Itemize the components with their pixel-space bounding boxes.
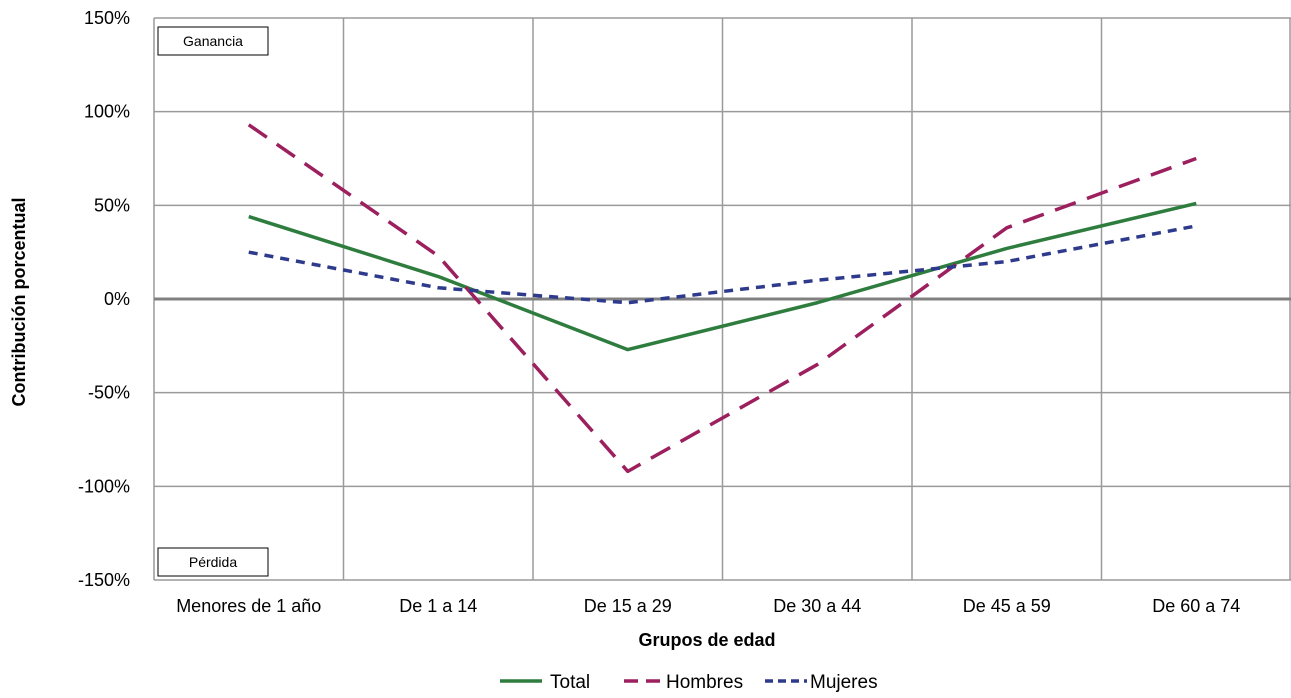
x-axis-ticks: Menores de 1 año De 1 a 14 De 15 a 29 De 30… (176, 596, 1240, 616)
y-axis-title: Contribución porcentual (9, 198, 29, 407)
legend-label-hombres: Hombres (666, 672, 743, 693)
y-tick-label: 0% (104, 289, 130, 309)
loss-annotation: Pérdida (157, 547, 269, 577)
loss-label: Pérdida (189, 554, 237, 570)
legend-label-total: Total (550, 672, 590, 693)
y-tick-label: -100% (78, 476, 130, 496)
legend: Total Hombres Mujeres (500, 672, 878, 693)
grid (153, 17, 1291, 581)
y-tick-label: 100% (84, 102, 130, 122)
x-tick-label: De 1 a 14 (399, 596, 477, 616)
y-axis-ticks: 150% 100% 50% 0% -50% -100% -150% (78, 8, 130, 590)
y-tick-label: 150% (84, 8, 130, 28)
legend-label-mujeres: Mujeres (810, 672, 878, 693)
x-tick-label: Menores de 1 año (176, 596, 321, 616)
y-tick-label: -150% (78, 570, 130, 590)
x-axis-title: Grupos de edad (638, 630, 775, 650)
x-tick-label: De 45 a 59 (963, 596, 1051, 616)
y-tick-label: -50% (88, 383, 130, 403)
x-tick-label: De 60 a 74 (1152, 596, 1240, 616)
series-line-hombres (247, 123, 1197, 474)
y-tick-label: 50% (94, 195, 130, 215)
gain-label: Ganancia (183, 33, 243, 49)
x-tick-label: De 30 a 44 (773, 596, 861, 616)
series-line-total (248, 201, 1197, 352)
gain-annotation: Ganancia (157, 26, 269, 56)
series-lines (247, 123, 1197, 474)
x-tick-label: De 15 a 29 (584, 596, 672, 616)
series-line-mujeres (248, 224, 1197, 305)
